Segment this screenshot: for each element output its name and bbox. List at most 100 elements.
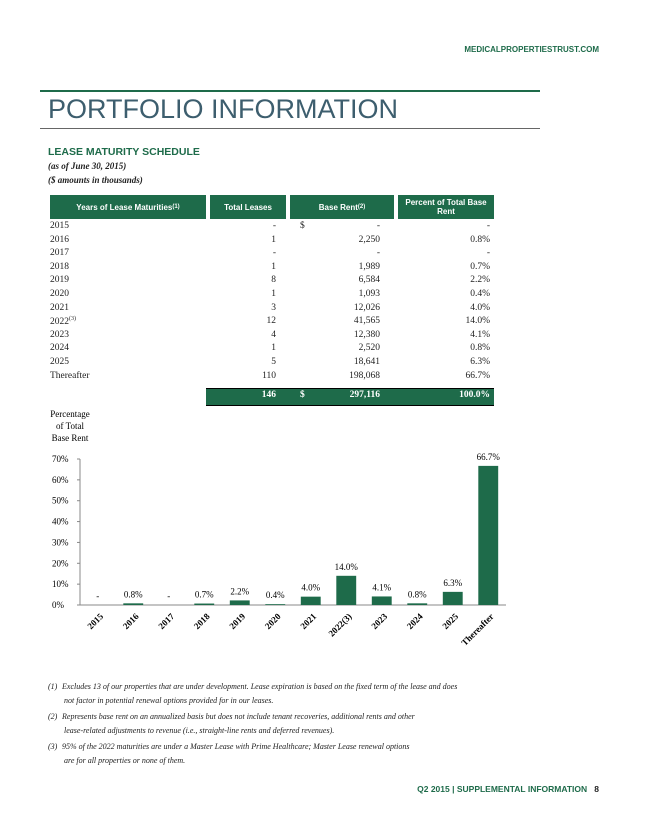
- y-axis-title: Percentage: [50, 409, 89, 419]
- bar: [194, 603, 215, 605]
- footnote-number: (3): [48, 742, 58, 751]
- bar: [229, 600, 250, 605]
- footnote-line: Represents base rent on an annualized ba…: [62, 712, 415, 721]
- rent-cell: -: [376, 248, 380, 259]
- pct-cell: 2.2%: [470, 275, 490, 286]
- leases-cell: 8: [271, 275, 276, 286]
- x-tick-label: 2017: [156, 611, 176, 631]
- pct-cell: 0.8%: [470, 234, 490, 245]
- total-pct: 100.0%: [459, 390, 490, 401]
- x-tick-label: 2022(3): [326, 611, 353, 638]
- currency-cell: $: [300, 221, 305, 231]
- sup: (3): [69, 316, 76, 323]
- year-cell: Thereafter: [50, 370, 90, 381]
- leases-cell: -: [272, 221, 276, 231]
- value-label: 0.8%: [124, 589, 143, 599]
- pct-cell: 4.0%: [470, 302, 490, 313]
- year-cell: 2023: [50, 329, 69, 340]
- pct-cell: 0.7%: [470, 261, 490, 272]
- bar: [265, 604, 286, 605]
- pct-cell: 0.8%: [470, 343, 490, 354]
- leases-cell: -: [272, 248, 276, 259]
- x-tick-label: 2018: [192, 611, 212, 631]
- pct-cell: -: [486, 248, 490, 259]
- header-cell: Percent of Total Base Rent: [398, 195, 494, 219]
- note: ($ amounts in thousands): [48, 175, 143, 185]
- header-text: Total Leases: [224, 202, 272, 212]
- footnote-line: lease-related adjustments to revenue (i.…: [64, 726, 335, 735]
- leases-cell: 3: [271, 302, 276, 313]
- header-cell: Years of Lease Maturities (1): [50, 195, 206, 219]
- chart: Percentage of Total Base Rent 0% 10% 20% 30% 40…: [50, 409, 506, 648]
- footnote-line: 95% of the 2022 maturities are under a M…: [62, 742, 410, 751]
- rent-cell: 12,026: [353, 302, 380, 313]
- year-cell: 2020: [50, 289, 69, 299]
- header-text: Years of Lease Maturities: [76, 202, 173, 212]
- leases-cell: 4: [271, 329, 276, 340]
- header-text: Percent of Total Base Rent: [405, 198, 487, 216]
- y-axis-title: Base Rent: [52, 433, 89, 443]
- bar: [336, 575, 357, 605]
- value-label: 0.4%: [266, 590, 285, 600]
- x-tick-label: 2020: [263, 611, 283, 631]
- rent-cell: 2,520: [358, 343, 380, 354]
- footnote-number: (2): [48, 712, 58, 721]
- rent-cell: 198,068: [349, 370, 380, 381]
- rent-cell: -: [376, 221, 380, 231]
- year-cell: 2024: [50, 343, 69, 354]
- year-cell: 2025: [50, 357, 69, 367]
- pct-cell: 14.0%: [465, 316, 490, 327]
- y-tick-label: 70%: [52, 454, 69, 464]
- rent-cell: 18,641: [353, 357, 380, 367]
- year-cell: 2019: [50, 275, 69, 286]
- pct-cell: 6.3%: [470, 357, 490, 367]
- value-label: -: [167, 591, 170, 601]
- footnote-line: are for all properties or none of them.: [64, 756, 186, 765]
- page-number: 8: [594, 784, 599, 794]
- value-label: 6.3%: [443, 578, 462, 588]
- leases-cell: 1: [271, 261, 276, 272]
- pct-cell: 4.1%: [470, 329, 490, 340]
- bar: [371, 596, 392, 605]
- x-tick-label: 2024: [405, 611, 425, 631]
- year-cell: 2017: [50, 248, 69, 259]
- note: (as of June 30, 2015): [48, 161, 127, 171]
- x-tick-label: 2015: [85, 611, 105, 631]
- rent-cell: 1,093: [358, 289, 380, 299]
- y-tick-label: 50%: [52, 496, 69, 506]
- header-cell: Total Leases: [210, 195, 286, 219]
- sup: (2): [357, 204, 366, 210]
- leases-cell: 12: [266, 316, 277, 327]
- x-tick-label: 2019: [227, 611, 247, 631]
- y-axis-title: of Total: [56, 421, 84, 431]
- value-label: -: [96, 591, 99, 601]
- header-text: Base Rent: [318, 202, 358, 212]
- bar: [442, 591, 463, 605]
- leases-cell: 1: [271, 234, 276, 245]
- sup: (1): [172, 204, 180, 210]
- year-cell: 2018: [50, 261, 69, 272]
- page-title: PORTFOLIO INFORMATION: [48, 94, 399, 124]
- value-label: 14.0%: [335, 562, 359, 572]
- pct-cell: 66.7%: [465, 370, 490, 381]
- value-label: 4.0%: [301, 583, 320, 593]
- value-label: 0.7%: [195, 590, 214, 600]
- x-tick-label: 2021: [298, 611, 318, 631]
- total-leases: 146: [261, 390, 276, 401]
- bar: [123, 603, 144, 605]
- rent-cell: 6,584: [358, 275, 380, 286]
- rent-cell: 1,989: [358, 261, 380, 272]
- y-tick-label: 0%: [52, 600, 65, 610]
- x-tick-label: 2023: [369, 611, 389, 631]
- rent-cell: 12,380: [353, 329, 380, 340]
- y-tick-label: 30%: [52, 537, 69, 547]
- y-tick-label: 10%: [52, 579, 69, 589]
- total-rent: 297,116: [349, 390, 380, 401]
- bar: [478, 465, 499, 605]
- footer: Q2 2015 | SUPPLEMENTAL INFORMATION 8: [417, 784, 599, 794]
- value-label: 4.1%: [372, 582, 391, 592]
- pct-cell: -: [486, 221, 490, 231]
- x-tick-label: 2016: [121, 611, 141, 631]
- total-bg: [206, 388, 494, 406]
